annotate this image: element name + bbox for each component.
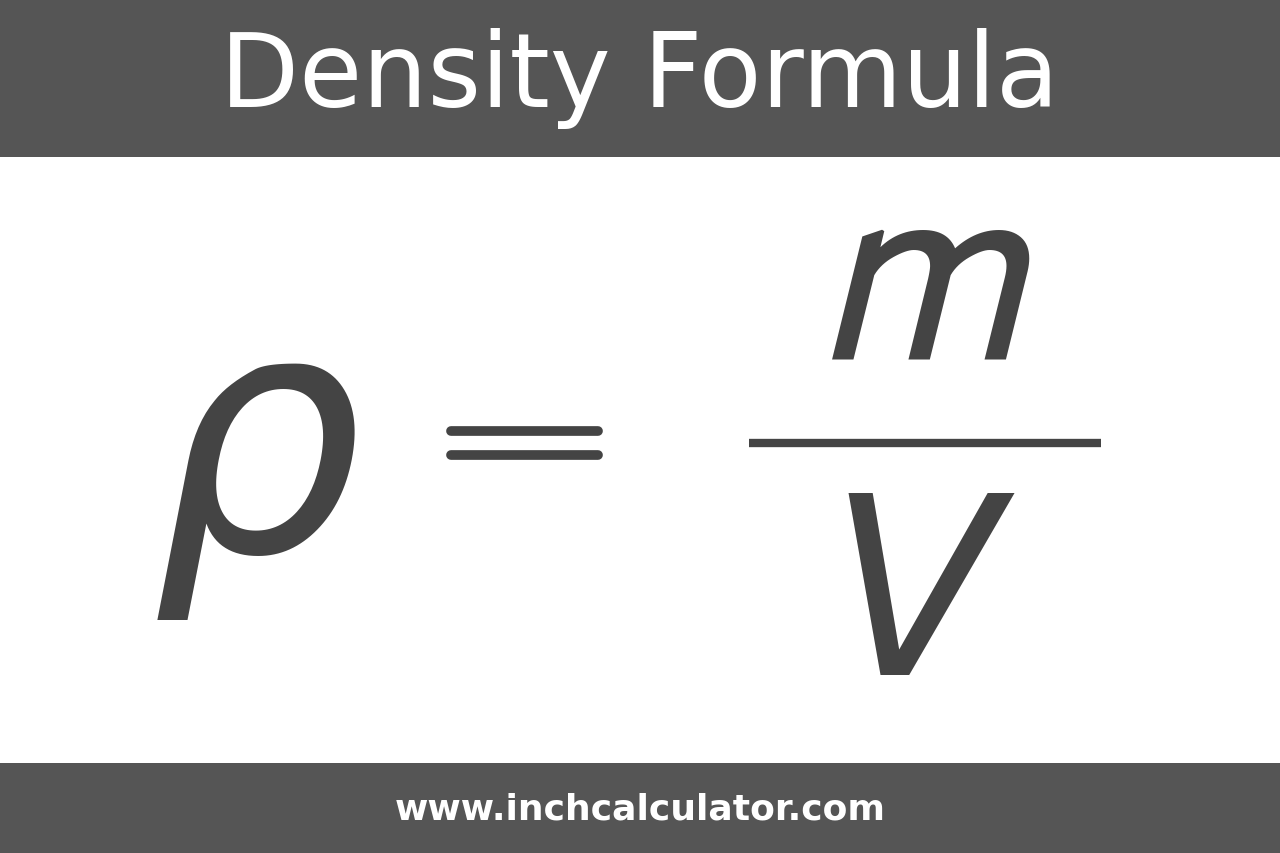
Text: $\mathcal{m}$: $\mathcal{m}$ xyxy=(813,147,1030,416)
Text: $\mathit{V}$: $\mathit{V}$ xyxy=(828,485,1015,727)
Text: www.inchcalculator.com: www.inchcalculator.com xyxy=(394,792,886,825)
Text: Density Formula: Density Formula xyxy=(220,28,1060,130)
Bar xyxy=(0,0,1280,158)
Bar xyxy=(0,158,1280,763)
Bar xyxy=(0,763,1280,853)
Text: $\rho$: $\rho$ xyxy=(151,299,361,622)
